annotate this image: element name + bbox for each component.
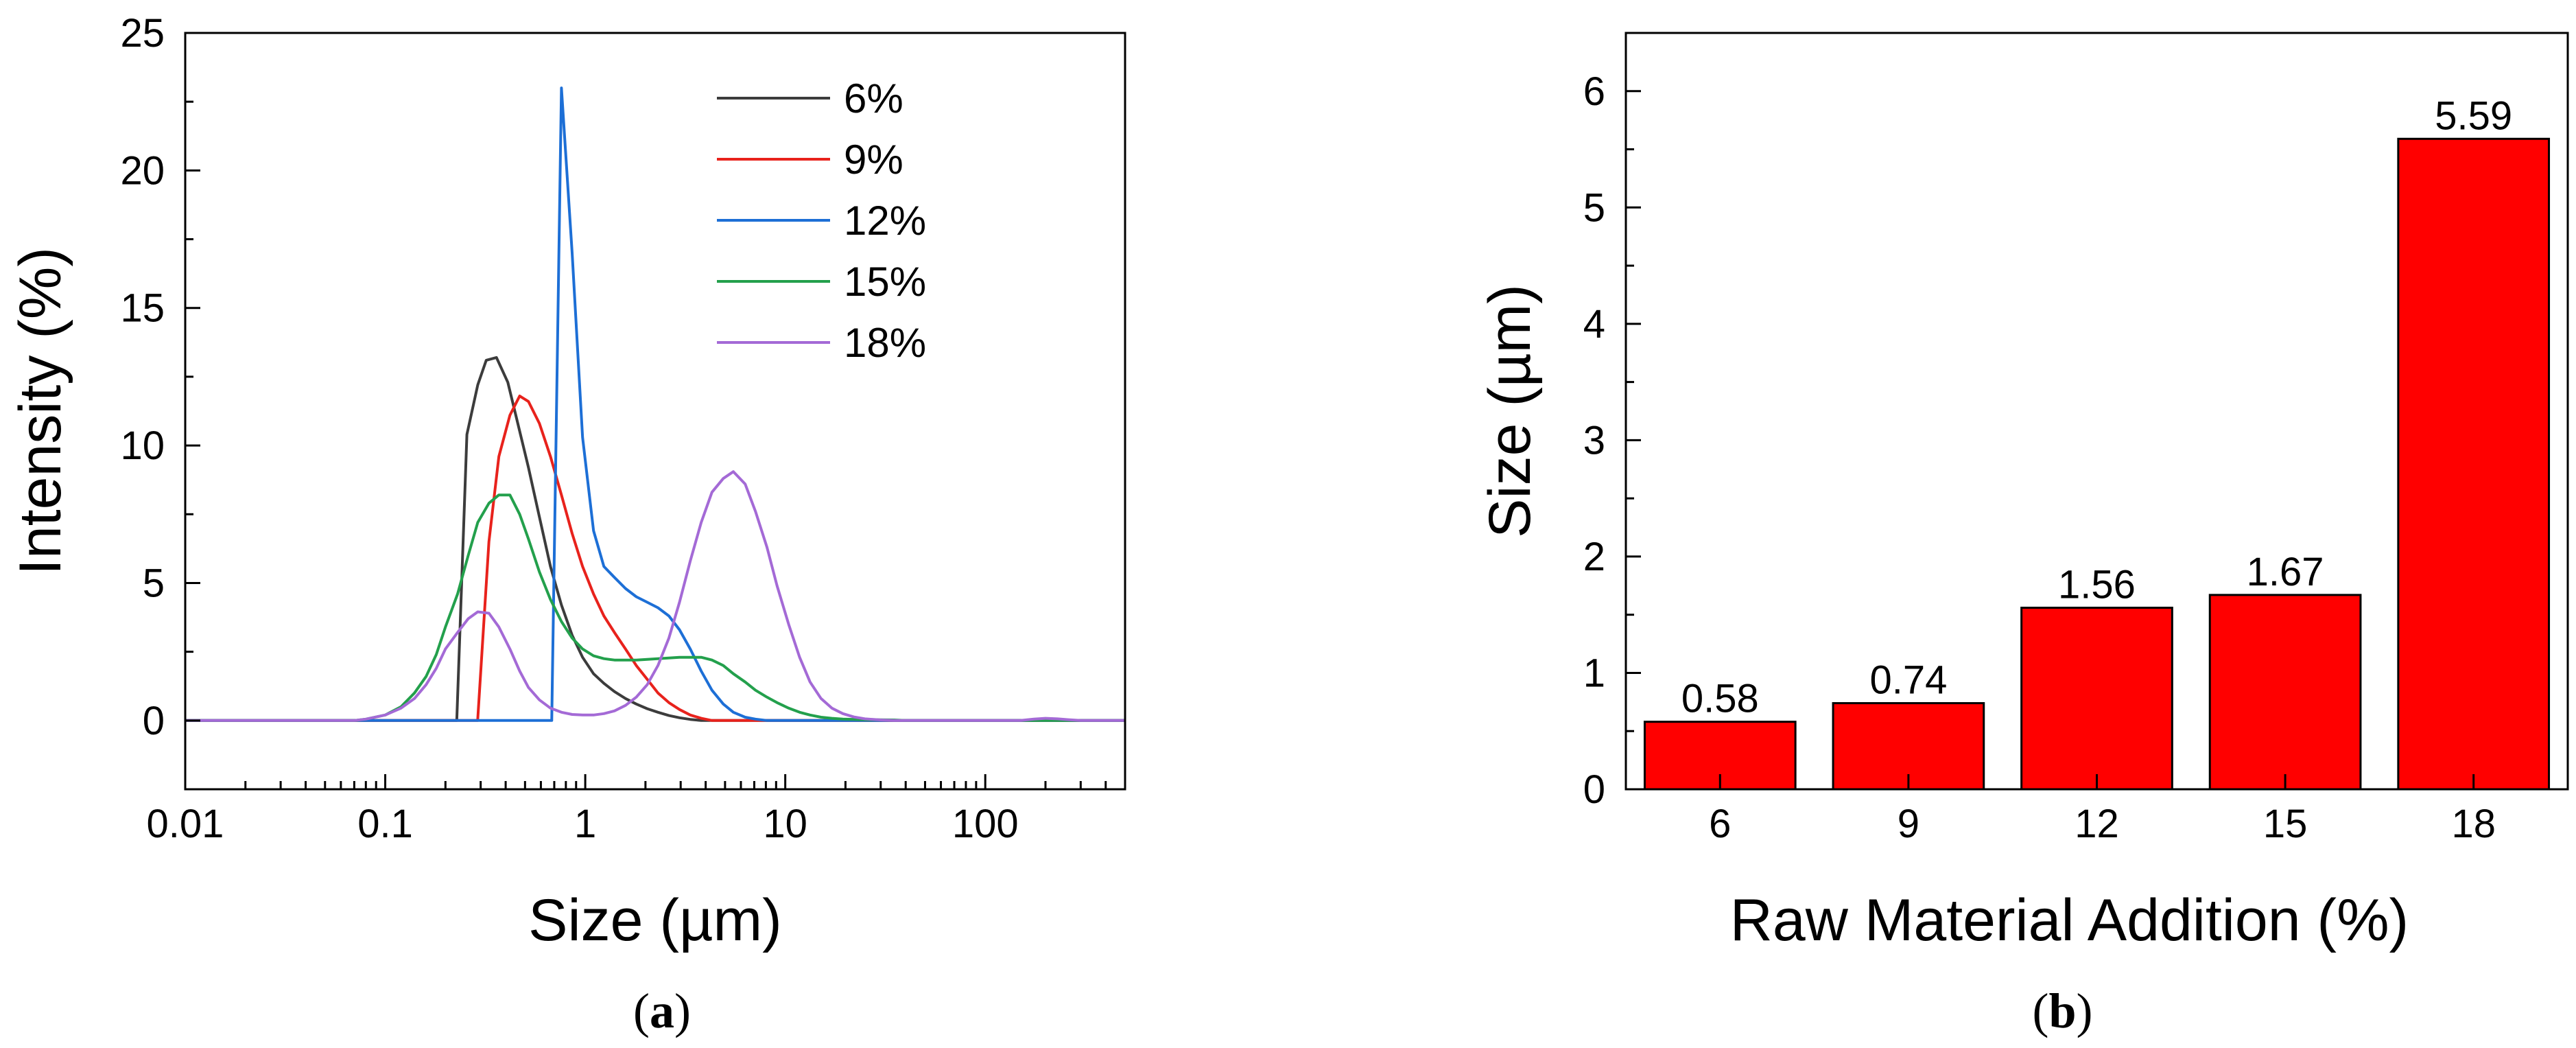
size-x-axis-title: Raw Material Addition (%) [1730, 887, 2409, 953]
panel-label-a-close: ) [674, 983, 691, 1038]
x-tick-label: 0.01 [147, 802, 224, 846]
y-tick-label: 15 [120, 286, 165, 331]
x-tick-label: 1 [574, 802, 596, 846]
y-tick-label: 5 [1583, 185, 1605, 230]
size-y-ticks: 0 1 2 3 4 5 6 [1583, 32, 1641, 812]
bar-15 [2208, 594, 2362, 791]
y-tick-label: 6 [1583, 69, 1605, 114]
size-y-axis-title: Size (µm) [1477, 284, 1543, 538]
y-tick-label: 5 [143, 561, 165, 605]
intensity-y-ticks: 0 5 10 15 20 25 [120, 11, 200, 743]
legend-label-1: 9% [844, 137, 903, 183]
intensity-x-ticks: 0.01 0.1 1 10 100 [147, 774, 1126, 846]
intensity-x-axis-title: Size (µm) [528, 887, 782, 953]
series-line-2 [185, 86, 1125, 722]
legend-label-0: 6% [844, 75, 903, 121]
bar-value-label: 1.56 [2058, 563, 2136, 607]
intensity-series-lines [185, 86, 1125, 722]
intensity-line-chart: 0.01 0.1 1 10 100 0 5 10 15 20 25 6% 9% 12% 15% 18% S… [8, 11, 1126, 1038]
bar-value-label: 0.74 [1869, 658, 1947, 703]
bar-18 [2397, 137, 2551, 791]
bar-value-label: 5.59 [2435, 93, 2512, 138]
series-line-3 [185, 493, 1125, 722]
intensity-y-axis-title: Intensity (%) [8, 247, 73, 575]
size-bar-value-labels: 0.58 0.74 1.56 1.67 5.59 [1681, 93, 2512, 721]
legend-label-3: 15% [844, 259, 926, 305]
bar-value-label: 0.58 [1681, 677, 1759, 721]
x-tick-label: 15 [2263, 802, 2308, 846]
panel-label-a-open: ( [633, 983, 650, 1038]
panel-label-a-letter: a [650, 983, 674, 1038]
x-tick-label: 18 [2451, 802, 2496, 846]
bar-12 [2020, 607, 2173, 791]
panel-label-b: (b) [2032, 983, 2092, 1038]
size-bars [1643, 137, 2551, 791]
y-tick-label: 25 [120, 11, 165, 56]
panel-label-b-open: ( [2032, 983, 2048, 1038]
x-tick-label: 9 [1898, 802, 1919, 846]
legend-label-4: 18% [844, 320, 926, 366]
y-tick-label: 10 [120, 423, 165, 468]
x-tick-label: 10 [763, 802, 807, 846]
y-tick-label: 4 [1583, 302, 1605, 347]
legend-label-2: 12% [844, 198, 926, 244]
intensity-legend: 6% 9% 12% 15% 18% [717, 75, 926, 366]
y-tick-label: 0 [143, 699, 165, 743]
y-tick-label: 20 [120, 148, 165, 193]
series-line-1 [185, 395, 1125, 722]
y-tick-label: 0 [1583, 767, 1605, 812]
panel-label-b-close: ) [2077, 983, 2093, 1038]
size-x-ticks: 6 9 12 15 18 [1709, 774, 2496, 846]
y-tick-label: 2 [1583, 535, 1605, 579]
y-tick-label: 3 [1583, 418, 1605, 463]
intensity-plot-frame [184, 32, 1126, 791]
x-tick-label: 100 [952, 802, 1019, 846]
bar-value-label: 1.67 [2247, 550, 2324, 594]
series-line-0 [185, 356, 1125, 722]
panel-label-b-letter: b [2048, 983, 2076, 1038]
x-tick-label: 6 [1709, 802, 1731, 846]
panel-label-a: (a) [633, 983, 691, 1038]
y-tick-label: 1 [1583, 651, 1605, 695]
x-tick-label: 12 [2075, 802, 2119, 846]
x-tick-label: 0.1 [357, 802, 413, 846]
series-line-4 [185, 470, 1125, 722]
